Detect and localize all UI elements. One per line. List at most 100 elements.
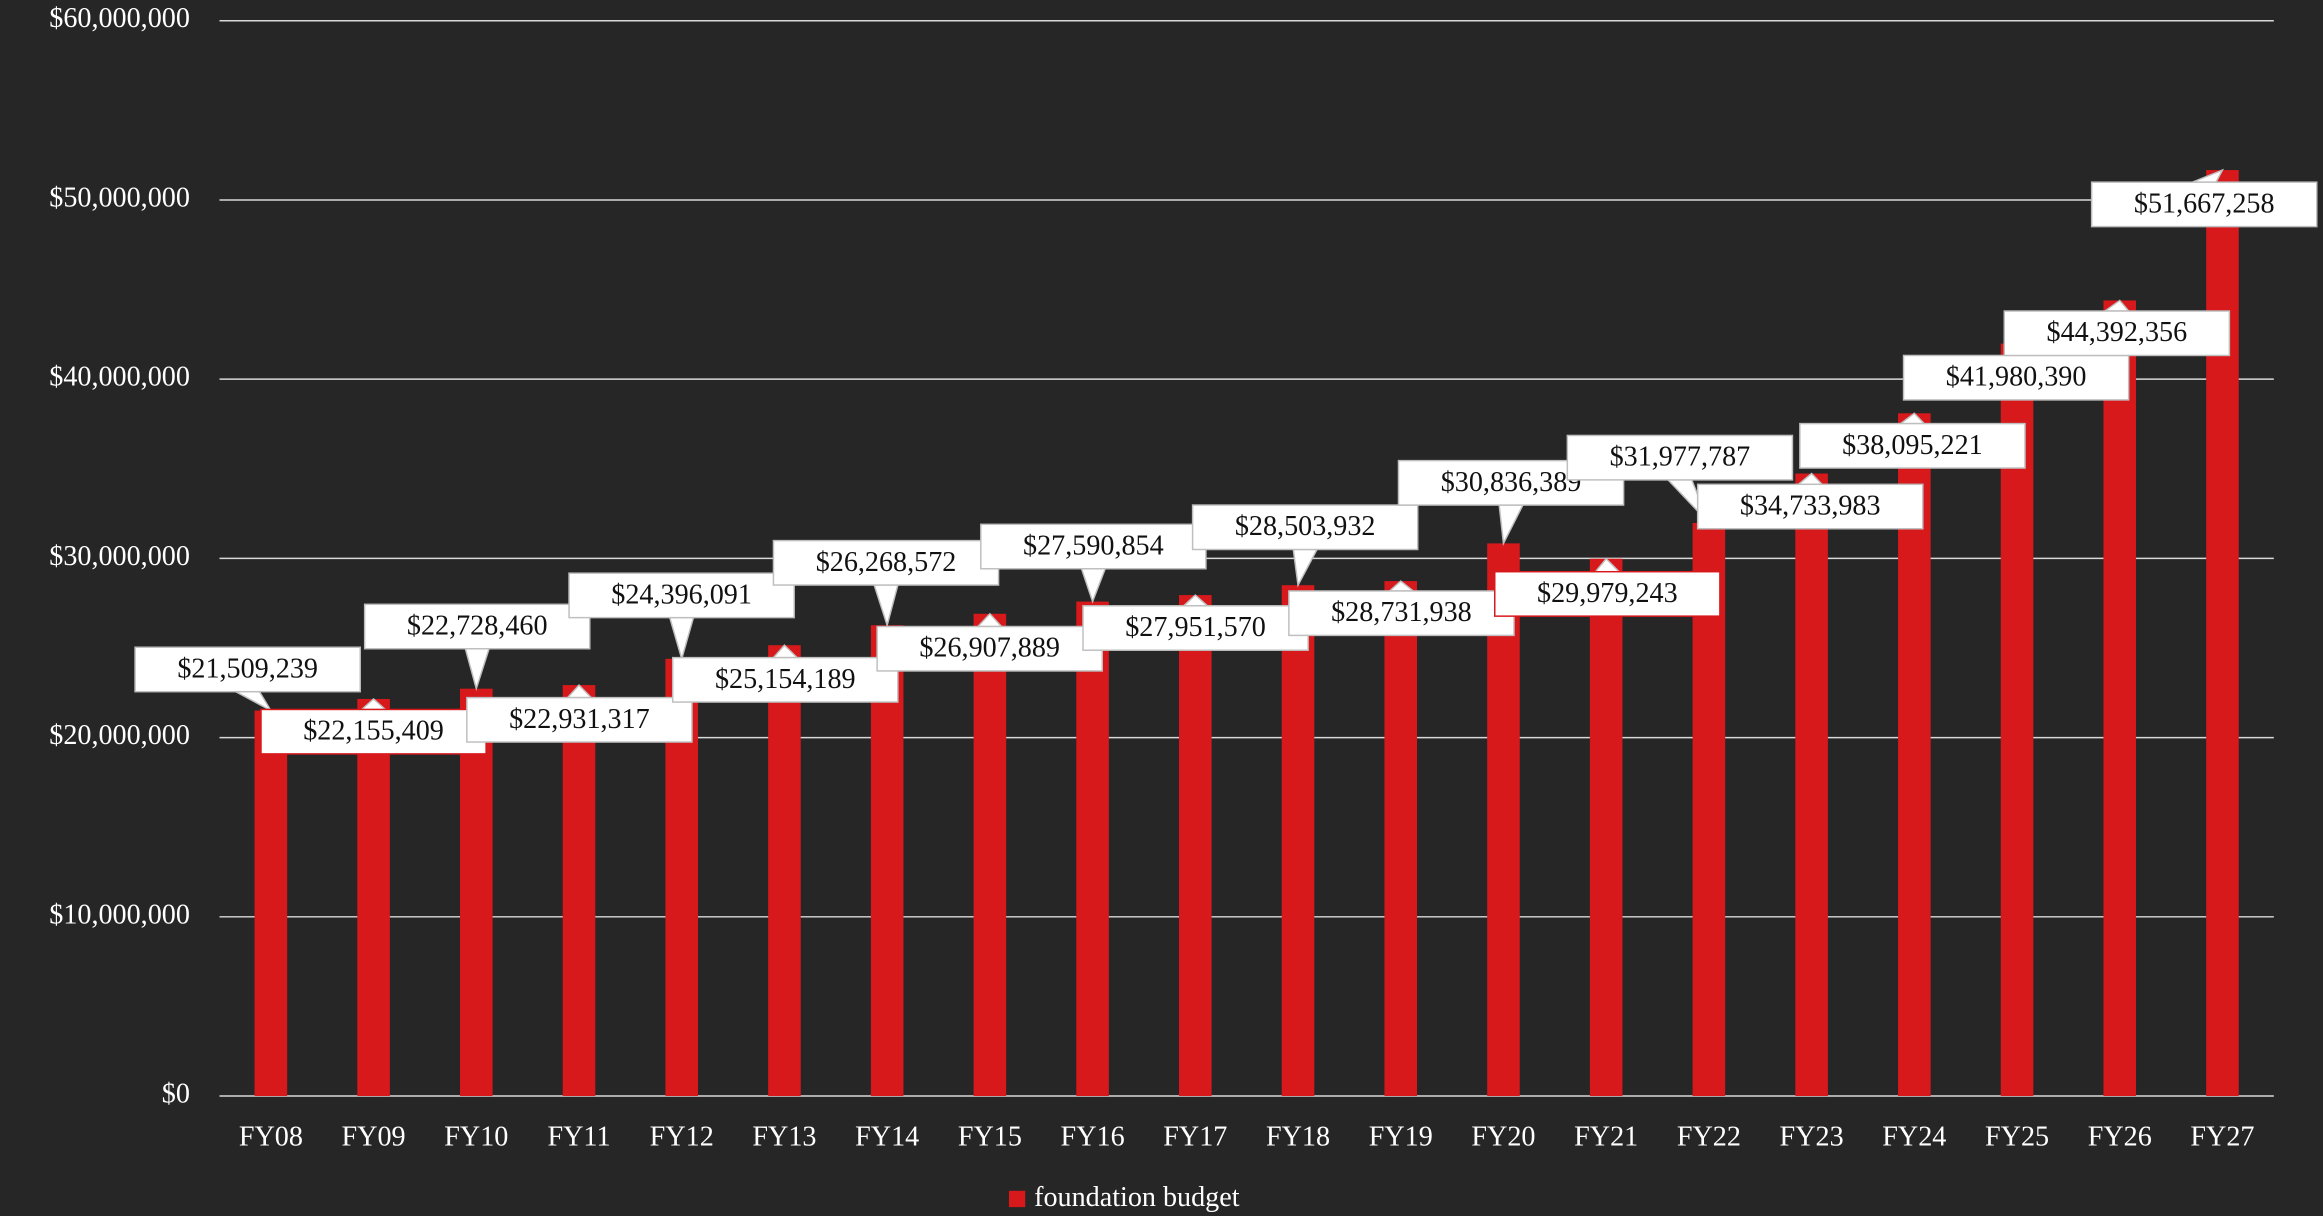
x-tick-label: FY09 bbox=[342, 1121, 406, 1152]
label-box bbox=[1288, 590, 1515, 637]
label-box bbox=[876, 625, 1103, 672]
callout bbox=[873, 584, 899, 628]
x-tick-label: FY14 bbox=[855, 1121, 919, 1152]
y-tick-label: $10,000,000 bbox=[49, 899, 190, 930]
data-label: $27,951,570 bbox=[1082, 594, 1309, 651]
bar bbox=[1384, 581, 1418, 1097]
legend-swatch bbox=[1008, 1190, 1026, 1208]
data-label-text: $26,907,889 bbox=[919, 633, 1060, 664]
data-label-text: $25,154,189 bbox=[715, 664, 856, 695]
legend-label: foundation budget bbox=[1034, 1182, 1240, 1213]
label-box bbox=[2003, 310, 2231, 357]
x-tick-label: FY23 bbox=[1780, 1121, 1844, 1152]
data-label: $51,667,258 bbox=[2090, 168, 2318, 228]
label-box bbox=[1696, 483, 1924, 530]
data-label-text: $51,667,258 bbox=[2134, 188, 2275, 219]
data-label-text: $24,396,091 bbox=[611, 579, 752, 610]
y-tick-label: $50,000,000 bbox=[49, 182, 190, 213]
x-tick-label: FY11 bbox=[547, 1121, 610, 1152]
y-tick-label: $60,000,000 bbox=[49, 3, 190, 34]
data-label: $26,907,889 bbox=[876, 612, 1103, 672]
x-tick-label: FY08 bbox=[239, 1121, 303, 1152]
x-tick-label: FY26 bbox=[2088, 1121, 2152, 1152]
data-label-text: $41,980,390 bbox=[1946, 362, 2087, 393]
y-tick-label: $20,000,000 bbox=[49, 720, 190, 751]
x-tick-label: FY19 bbox=[1369, 1121, 1433, 1152]
label-box bbox=[363, 603, 591, 650]
data-label: $25,154,189 bbox=[671, 644, 899, 703]
x-tick-label: FY18 bbox=[1266, 1121, 1330, 1152]
data-label-text: $34,733,983 bbox=[1740, 490, 1881, 521]
bar bbox=[870, 625, 904, 1097]
label-box bbox=[1566, 434, 1794, 481]
callout bbox=[1080, 568, 1107, 604]
x-tick-label: FY16 bbox=[1061, 1121, 1125, 1152]
data-label: $26,268,572 bbox=[772, 539, 1000, 628]
data-label: $24,396,091 bbox=[568, 572, 795, 662]
bar bbox=[2103, 300, 2137, 1097]
data-label: $44,392,356 bbox=[2003, 299, 2231, 357]
data-label: $28,503,932 bbox=[1191, 504, 1419, 588]
bar bbox=[562, 685, 596, 1097]
data-label: $22,931,317 bbox=[466, 683, 693, 743]
x-tick-label: FY15 bbox=[958, 1121, 1022, 1152]
x-tick-label: FY27 bbox=[2190, 1121, 2254, 1152]
label-box bbox=[1902, 354, 2130, 401]
bar bbox=[1179, 595, 1212, 1097]
bar bbox=[2206, 170, 2239, 1097]
bar bbox=[460, 688, 493, 1097]
bar bbox=[2000, 343, 2034, 1097]
bar bbox=[254, 710, 288, 1097]
data-label-text: $26,268,572 bbox=[816, 547, 957, 578]
callout bbox=[1498, 504, 1525, 546]
x-tick-label: FY12 bbox=[650, 1121, 714, 1152]
label-box bbox=[671, 656, 899, 703]
label-box bbox=[134, 646, 361, 693]
data-label-text: $22,155,409 bbox=[303, 716, 444, 747]
data-label-text: $29,979,243 bbox=[1537, 578, 1678, 609]
data-label-text: $27,590,854 bbox=[1023, 530, 1164, 561]
x-tick-label: FY25 bbox=[1985, 1121, 2049, 1152]
data-label-text: $21,509,239 bbox=[177, 653, 318, 684]
x-tick-label: FY20 bbox=[1471, 1121, 1535, 1152]
y-tick-label: $0 bbox=[162, 1078, 190, 1109]
data-label: $22,728,460 bbox=[363, 603, 591, 692]
data-label-text: $28,731,938 bbox=[1331, 597, 1472, 628]
data-label: $28,731,938 bbox=[1288, 580, 1515, 637]
data-label: $30,836,389 bbox=[1397, 459, 1625, 546]
x-tick-label: FY22 bbox=[1677, 1121, 1741, 1152]
data-label: $38,095,221 bbox=[1799, 412, 2026, 469]
data-label-text: $44,392,356 bbox=[2047, 317, 2188, 348]
bar bbox=[1795, 473, 1828, 1097]
bar bbox=[357, 698, 390, 1097]
data-label-text: $27,951,570 bbox=[1125, 612, 1266, 643]
data-label: $27,590,854 bbox=[980, 523, 1207, 604]
data-label: $34,733,983 bbox=[1696, 472, 1924, 530]
label-box bbox=[1799, 422, 2026, 469]
data-label-text: $30,836,389 bbox=[1441, 467, 1582, 498]
x-tick-label: FY13 bbox=[752, 1121, 816, 1152]
data-label-text: $22,728,460 bbox=[407, 610, 548, 641]
label-box bbox=[980, 523, 1207, 570]
data-label-text: $31,977,787 bbox=[1610, 442, 1751, 473]
callout bbox=[1292, 548, 1319, 588]
data-label: $22,155,409 bbox=[260, 697, 487, 755]
bar bbox=[1692, 522, 1726, 1097]
x-tick-label: FY17 bbox=[1163, 1121, 1227, 1152]
bar bbox=[768, 645, 801, 1097]
label-box bbox=[772, 539, 1000, 586]
label-box bbox=[2090, 181, 2318, 228]
x-tick-label: FY24 bbox=[1882, 1121, 1946, 1152]
bar bbox=[1076, 601, 1109, 1097]
label-box bbox=[568, 572, 795, 619]
bar bbox=[1589, 558, 1623, 1097]
label-box bbox=[1191, 504, 1419, 551]
label-box bbox=[1494, 570, 1721, 617]
label-box bbox=[466, 696, 693, 743]
data-label-text: $22,931,317 bbox=[509, 704, 650, 735]
x-tick-label: FY10 bbox=[444, 1121, 508, 1152]
data-label: $31,977,787 bbox=[1566, 434, 1794, 524]
data-label-text: $38,095,221 bbox=[1842, 430, 1983, 461]
y-tick-label: $40,000,000 bbox=[49, 362, 190, 393]
